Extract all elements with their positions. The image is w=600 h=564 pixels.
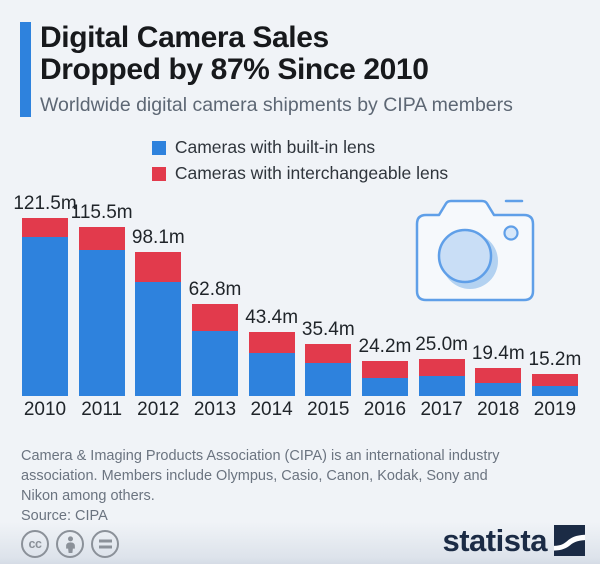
title-accent-bar bbox=[20, 22, 31, 117]
bar-stack bbox=[22, 218, 68, 396]
legend-item-built-in-lens: Cameras with built-in lens bbox=[151, 137, 376, 158]
bar-group-2015: 35.4m bbox=[302, 319, 355, 396]
equals-icon bbox=[98, 539, 112, 549]
bar-stack bbox=[418, 359, 465, 396]
bar-stack bbox=[475, 367, 522, 396]
cc-attribution-icon[interactable] bbox=[56, 530, 84, 558]
license-icons: cc bbox=[21, 530, 119, 558]
x-axis-label-2016: 2016 bbox=[363, 399, 407, 420]
legend-item-interchangeable-lens: Cameras with interchangeable lens bbox=[151, 163, 449, 184]
bar-chart: 121.5m 115.5m 98.1m 62.8m 43.4m 35.4m 24.2m 25.… bbox=[13, 185, 581, 396]
bar-group-2017: 25.0m bbox=[415, 334, 468, 396]
legend-swatch-red-icon bbox=[151, 166, 166, 181]
bar-segment-built-in-lens bbox=[475, 383, 522, 396]
bar-stack bbox=[135, 252, 182, 396]
x-axis-label-2015: 2015 bbox=[307, 399, 350, 420]
bar-value-label: 121.5m bbox=[13, 193, 77, 215]
x-axis-label-2013: 2013 bbox=[193, 399, 237, 420]
bar-stack bbox=[305, 344, 352, 396]
bar-group-2012: 98.1m bbox=[132, 227, 185, 396]
bar-group-2019: 15.2m bbox=[529, 349, 581, 396]
bar-segment-interchangeable-lens bbox=[135, 252, 182, 282]
cc-equals-icon[interactable] bbox=[91, 530, 119, 558]
bar-segment-built-in-lens bbox=[248, 352, 295, 396]
bar-stack bbox=[248, 332, 295, 396]
legend-swatch-blue-icon bbox=[151, 140, 166, 155]
header-text: Digital Camera Sales Dropped by 87% Sinc… bbox=[40, 21, 513, 117]
bar-segment-built-in-lens bbox=[22, 236, 68, 396]
bar-segment-built-in-lens bbox=[361, 377, 408, 396]
bar-value-label: 25.0m bbox=[415, 334, 468, 356]
bar-segment-interchangeable-lens bbox=[78, 226, 125, 250]
footer-note: Camera & Imaging Products Association (C… bbox=[21, 448, 500, 504]
bar-group-2018: 19.4m bbox=[472, 343, 525, 396]
bar-segment-built-in-lens bbox=[305, 363, 352, 396]
bar-segment-built-in-lens bbox=[78, 249, 125, 396]
bar-segment-interchangeable-lens bbox=[531, 373, 578, 387]
header: Digital Camera Sales Dropped by 87% Sinc… bbox=[20, 21, 513, 117]
bar-segment-interchangeable-lens bbox=[22, 218, 68, 237]
legend: Cameras with built-in lens Cameras with … bbox=[0, 137, 600, 184]
bar-value-label: 15.2m bbox=[528, 348, 582, 370]
bar-group-2013: 62.8m bbox=[189, 279, 241, 396]
bar-segment-interchangeable-lens bbox=[475, 367, 522, 384]
bar-segment-interchangeable-lens bbox=[305, 344, 352, 364]
footer: Camera & Imaging Products Association (C… bbox=[21, 446, 583, 526]
bar-segment-interchangeable-lens bbox=[248, 332, 295, 353]
bar-group-2016: 24.2m bbox=[359, 336, 411, 396]
bar-segment-built-in-lens bbox=[191, 330, 238, 396]
x-axis-label-2010: 2010 bbox=[23, 399, 67, 420]
cc-license-icon[interactable]: cc bbox=[21, 530, 49, 558]
bar-segment-interchangeable-lens bbox=[418, 359, 465, 377]
person-icon bbox=[65, 535, 75, 553]
bar-segment-built-in-lens bbox=[418, 376, 465, 396]
bar-stack bbox=[78, 226, 125, 396]
page-title-line-2: Dropped by 87% Since 2010 bbox=[40, 53, 429, 87]
bar-value-label: 43.4m bbox=[245, 307, 299, 329]
bar-group-2010: 121.5m bbox=[13, 193, 77, 396]
source-note: Source: CIPA bbox=[21, 508, 108, 524]
bar-value-label: 35.4m bbox=[301, 319, 355, 341]
bar-segment-built-in-lens bbox=[531, 386, 578, 396]
x-axis-label-2014: 2014 bbox=[250, 399, 293, 420]
page-title-line-1: Digital Camera Sales bbox=[40, 21, 329, 54]
statista-logo-mark-icon bbox=[554, 525, 585, 556]
bar-stack bbox=[531, 373, 578, 396]
bar-stack bbox=[191, 304, 238, 396]
bar-value-label: 24.2m bbox=[358, 335, 412, 357]
x-axis-label-2011: 2011 bbox=[81, 399, 123, 420]
x-axis-label-2017: 2017 bbox=[420, 399, 463, 420]
x-axis-labels: 2010 2011 2012 2013 2014 2015 2016 2017 2018 2019 bbox=[22, 399, 578, 421]
legend-label-interchangeable-lens: Cameras with interchangeable lens bbox=[174, 163, 449, 183]
bar-stack bbox=[361, 360, 408, 396]
chart-subtitle: Worldwide digital camera shipments by CI… bbox=[40, 93, 513, 116]
bar-group-2014: 43.4m bbox=[245, 307, 298, 396]
statista-logo[interactable]: statista bbox=[442, 525, 585, 556]
bar-value-label: 98.1m bbox=[131, 227, 185, 249]
camera-illustration-icon bbox=[415, 199, 535, 302]
bar-value-label: 19.4m bbox=[471, 342, 525, 364]
bar-segment-interchangeable-lens bbox=[361, 360, 408, 378]
x-axis-label-2012: 2012 bbox=[137, 399, 180, 420]
x-axis-label-2018: 2018 bbox=[477, 399, 520, 420]
bar-segment-built-in-lens bbox=[135, 281, 182, 396]
cc-letters: cc bbox=[28, 536, 42, 551]
bar-segment-interchangeable-lens bbox=[191, 304, 238, 331]
bar-value-label: 115.5m bbox=[70, 201, 133, 223]
bar-group-2011: 115.5m bbox=[71, 202, 133, 396]
x-axis-label-2019: 2019 bbox=[533, 399, 577, 420]
legend-label-built-in-lens: Cameras with built-in lens bbox=[174, 137, 376, 157]
statista-logo-text: statista bbox=[442, 523, 547, 558]
bar-value-label: 62.8m bbox=[188, 279, 242, 300]
